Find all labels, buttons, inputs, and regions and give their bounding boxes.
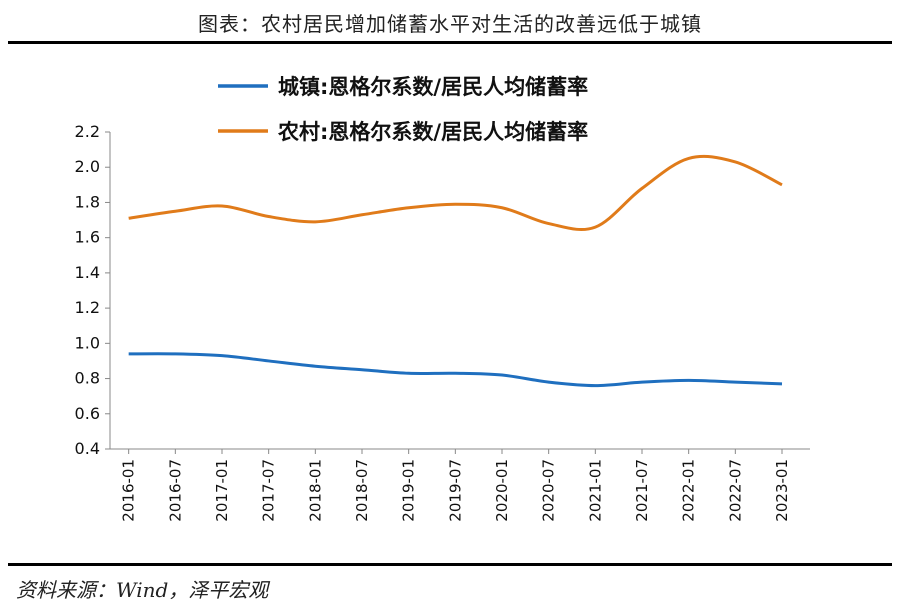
y-tick-label: 0.8 (75, 369, 100, 388)
bottom-rule (8, 563, 892, 566)
y-tick-label: 0.6 (75, 404, 100, 423)
x-tick-label: 2016-07 (166, 459, 184, 522)
chart-title: 图表：农村居民增加储蓄水平对生活的改善远低于城镇 (198, 12, 702, 36)
y-tick-label: 2.2 (75, 122, 100, 141)
x-tick-label: 2020-01 (493, 459, 511, 522)
x-tick-label: 2021-01 (586, 459, 604, 522)
y-tick-label: 1.0 (75, 333, 100, 352)
series-line-2 (128, 154, 783, 231)
x-tick-label: 2019-07 (446, 459, 464, 522)
y-tick-label: 1.6 (75, 228, 100, 247)
y-tick-label: 2.0 (75, 157, 100, 176)
series-line-1 (128, 352, 783, 388)
x-tick-label: 2023-01 (773, 459, 791, 522)
x-tick-label: 2021-07 (633, 459, 651, 522)
y-tick-label: 1.2 (75, 298, 100, 317)
x-tick-label: 2022-07 (726, 459, 744, 522)
source-note: 资料来源：Wind，泽平宏观 (16, 578, 269, 602)
legend-label-1: 城镇:恩格尔系数/居民人均储蓄率 (278, 75, 588, 99)
x-tick-label: 2020-07 (540, 459, 558, 522)
x-tick-label: 2016-01 (120, 459, 138, 522)
y-tick-label: 0.4 (75, 439, 100, 458)
line-chart: 0.4 0.6 0.8 1.0 1.2 1.4 1.6 1.8 2.0 2.2 2016-01 201… (75, 75, 810, 522)
x-tick-label: 2017-01 (213, 459, 231, 522)
x-tick-label: 2018-01 (306, 459, 324, 522)
y-tick-label: 1.4 (75, 263, 100, 282)
x-tick-label: 2017-07 (260, 459, 278, 522)
x-tick-label: 2022-01 (680, 459, 698, 522)
y-tick-label: 1.8 (75, 192, 100, 211)
x-tick-label: 2018-07 (353, 459, 371, 522)
top-rule (8, 41, 892, 44)
x-tick-label: 2019-01 (400, 459, 418, 522)
legend-label-2: 农村:恩格尔系数/居民人均储蓄率 (277, 120, 588, 144)
